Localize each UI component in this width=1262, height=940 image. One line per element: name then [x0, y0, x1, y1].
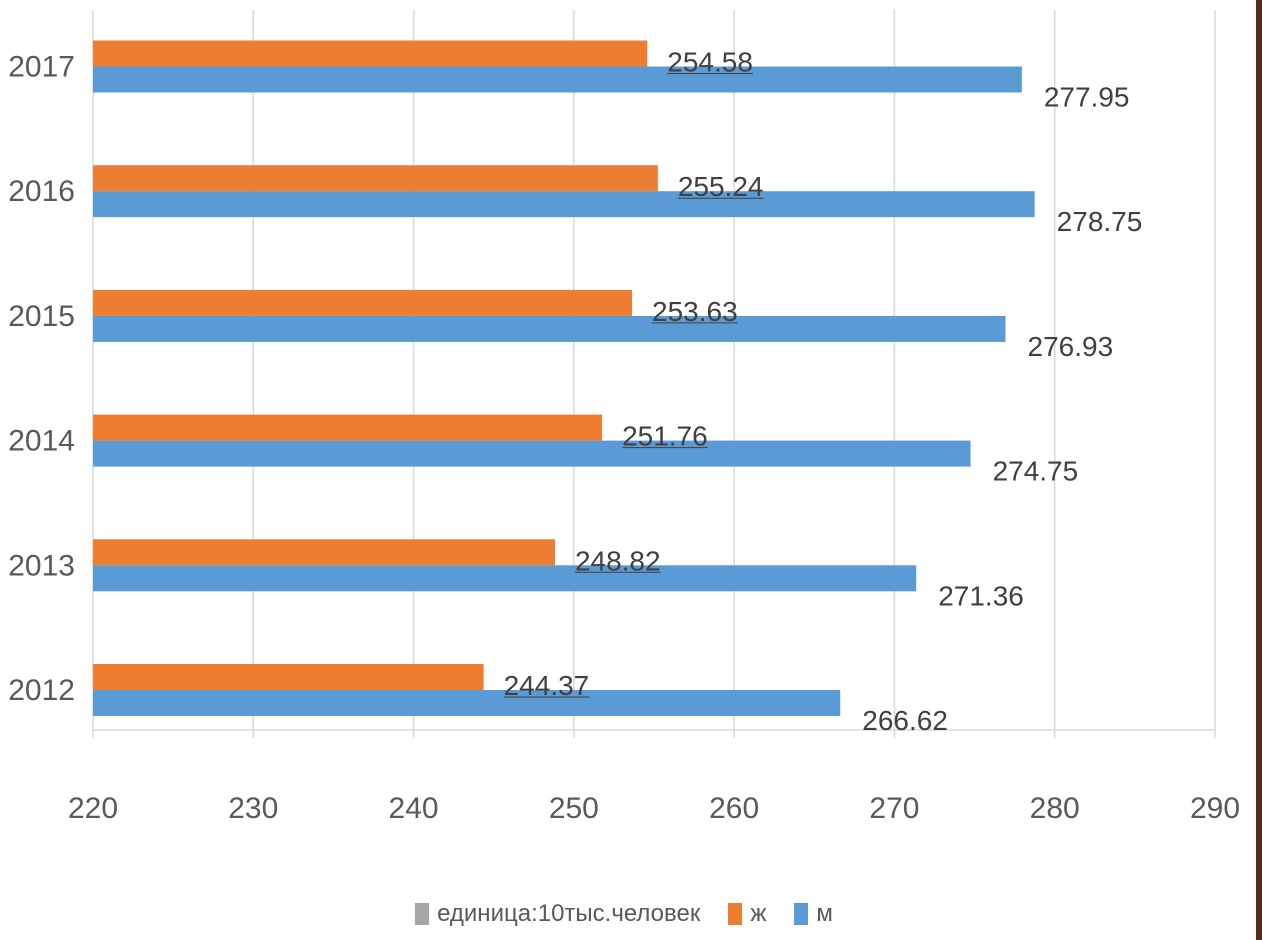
- bar-female-2014: [93, 414, 603, 441]
- bar-female-2016: [93, 165, 658, 192]
- data-label-male-2017: 277.95: [1044, 82, 1130, 113]
- bar-female-2017: [93, 40, 648, 67]
- bar-male-2015: [93, 315, 1006, 342]
- bar-male-2012: [93, 690, 841, 716]
- bars: [93, 40, 1035, 716]
- y-tick-label: 2013: [8, 549, 75, 582]
- legend-item-unit: единица:10тыс.человек: [415, 900, 700, 928]
- value-axis: 220 230 240 250 260 270 280 290: [68, 792, 1240, 825]
- bar-male-2014: [93, 440, 971, 467]
- bar-female-2013: [93, 539, 555, 566]
- data-label-male-2014: 274.75: [993, 456, 1079, 487]
- bar-male-2013: [93, 565, 917, 592]
- x-tick-label: 280: [1030, 792, 1080, 825]
- data-label-female-2015: 253.63: [652, 296, 738, 327]
- data-label-female-2017: 254.58: [667, 47, 753, 78]
- legend-item-male: м: [794, 900, 833, 928]
- data-label-male-2016: 278.75: [1057, 206, 1143, 237]
- bar-male-2017: [93, 66, 1022, 93]
- gridlines: [92, 10, 1216, 738]
- slide-border: [1256, 0, 1262, 940]
- y-tick-label: 2012: [8, 674, 75, 707]
- data-label-male-2015: 276.93: [1028, 331, 1114, 362]
- x-tick-label: 230: [228, 792, 278, 825]
- legend-label-female: ж: [750, 900, 767, 927]
- x-tick-label: 240: [389, 792, 439, 825]
- legend-item-female: ж: [728, 900, 766, 928]
- y-tick-label: 2014: [8, 425, 75, 458]
- data-label-female-2016: 255.24: [678, 171, 764, 202]
- x-tick-label: 270: [869, 792, 919, 825]
- data-labels: 244.37 266.62 248.82 271.36 251.76 274.75 253.…: [503, 47, 1143, 736]
- y-tick-label: 2016: [8, 175, 75, 208]
- bar-male-2016: [93, 191, 1035, 218]
- bar-female-2015: [93, 289, 633, 316]
- legend-swatch-female: [728, 903, 743, 925]
- data-label-male-2013: 271.36: [938, 580, 1024, 611]
- data-label-male-2012: 266.62: [862, 705, 948, 736]
- x-tick-label: 250: [549, 792, 599, 825]
- bar-female-2012: [93, 664, 484, 690]
- x-tick-label: 260: [709, 792, 759, 825]
- legend: единица:10тыс.человек ж м: [0, 900, 1262, 928]
- y-tick-label: 2015: [8, 300, 75, 333]
- category-axis: 2012 2013 2014 2015 2016 2017: [8, 51, 75, 708]
- y-tick-label: 2017: [8, 51, 75, 84]
- legend-label-male: м: [816, 900, 833, 927]
- legend-swatch-unit: [415, 903, 430, 925]
- data-label-female-2012: 244.37: [504, 670, 590, 701]
- legend-label-unit: единица:10тыс.человек: [437, 900, 701, 927]
- data-label-female-2013: 248.82: [575, 545, 661, 576]
- legend-swatch-male: [794, 903, 809, 925]
- data-label-female-2014: 251.76: [622, 421, 708, 452]
- x-tick-label: 290: [1190, 792, 1240, 825]
- x-tick-label: 220: [68, 792, 118, 825]
